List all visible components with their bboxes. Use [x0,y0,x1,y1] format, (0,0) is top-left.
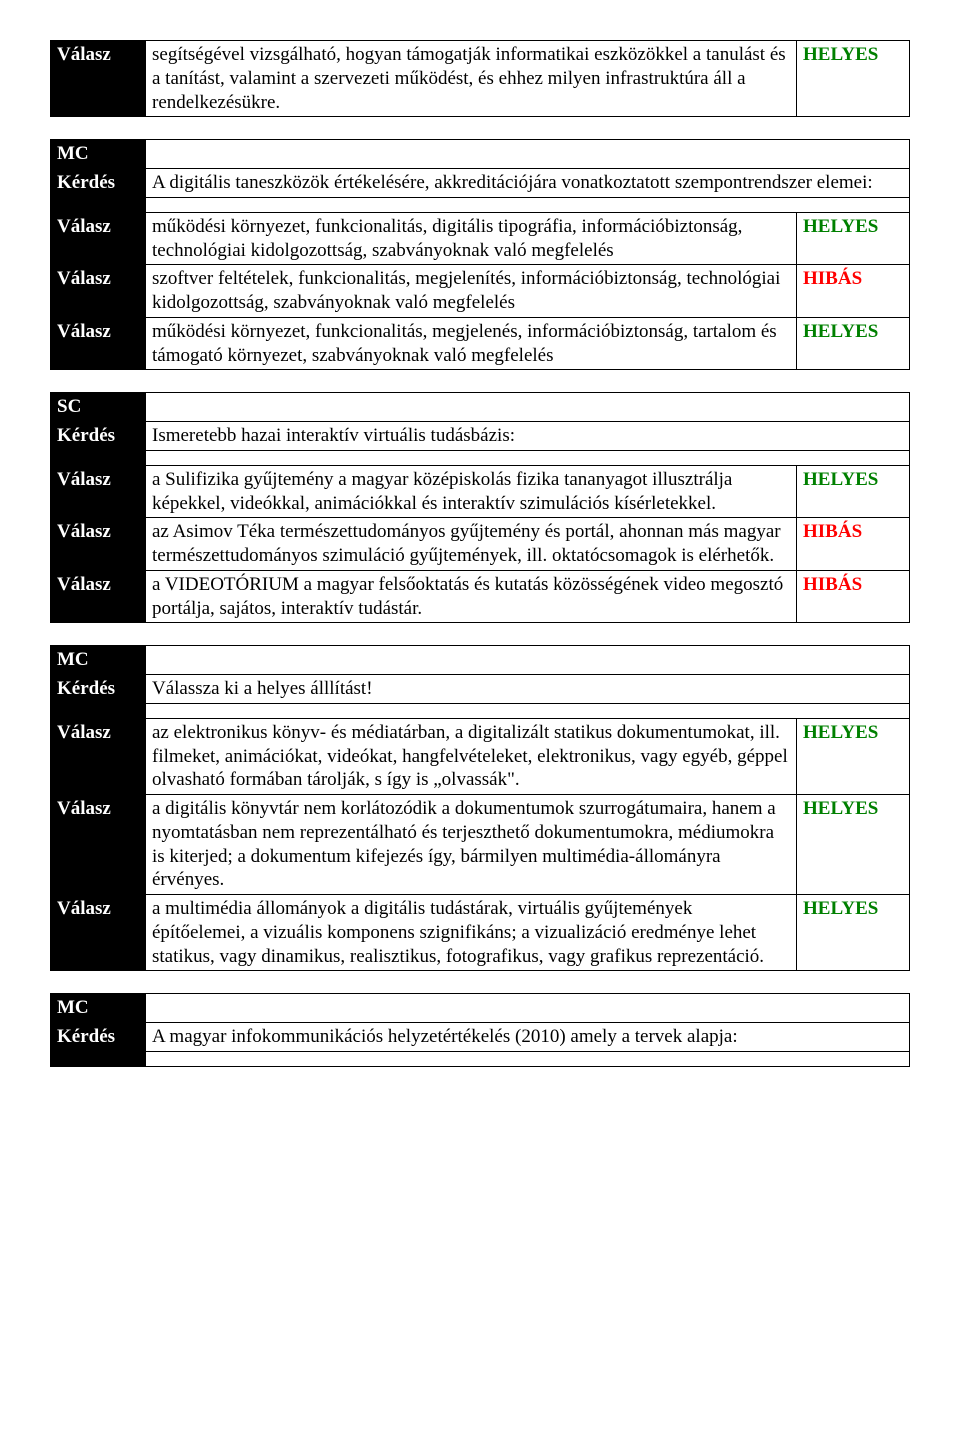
answer-text: az elektronikus könyv- és médiatárban, a… [146,718,797,794]
answer-status: HELYES [797,317,910,370]
question-type: MC [51,140,146,169]
answer-status: HELYES [797,212,910,265]
answer-row: Válasz a digitális könyvtár nem korlátoz… [51,795,910,895]
question-row: Kérdés A digitális taneszközök értékelés… [51,169,910,198]
answer-row: Válasz működési környezet, funkcionalitá… [51,212,910,265]
question-row: Kérdés Válassza ki a helyes álllítást! [51,675,910,704]
row-label-valasz: Válasz [51,212,146,265]
question-row: Kérdés Ismeretebb hazai interaktív virtu… [51,422,910,451]
answer-row: Válasz az elektronikus könyv- és médiatá… [51,718,910,794]
answer-row: Válasz szoftver feltételek, funkcionalit… [51,265,910,318]
row-label-valasz: Válasz [51,895,146,971]
answer-status: HELYES [797,795,910,895]
answer-text: a Sulifizika gyűjtemény a magyar középis… [146,465,797,518]
row-label-kerdes: Kérdés [51,675,146,704]
question-text: Válassza ki a helyes álllítást! [146,675,910,704]
answer-text: szoftver feltételek, funkcionalitás, meg… [146,265,797,318]
answer-text: segítségével vizsgálható, hogyan támogat… [146,41,797,117]
answer-text: a digitális könyvtár nem korlátozódik a … [146,795,797,895]
answer-status: HELYES [797,465,910,518]
question-type: MC [51,646,146,675]
row-label-kerdes: Kérdés [51,422,146,451]
question-text: A digitális taneszközök értékelésére, ak… [146,169,910,198]
answer-status: HIBÁS [797,570,910,623]
row-label-valasz: Válasz [51,518,146,571]
qa-block-4: MC Kérdés A magyar infokommunikációs hel… [50,993,910,1067]
answer-row: Válasz a Sulifizika gyűjtemény a magyar … [51,465,910,518]
row-label-kerdes: Kérdés [51,1023,146,1052]
qa-block-0: Válasz segítségével vizsgálható, hogyan … [50,40,910,117]
answer-text: a VIDEOTÓRIUM a magyar felsőoktatás és k… [146,570,797,623]
answer-status: HELYES [797,718,910,794]
question-row: Kérdés A magyar infokommunikációs helyze… [51,1023,910,1052]
answer-text: az Asimov Téka természettudományos gyűjt… [146,518,797,571]
question-type: SC [51,393,146,422]
row-label-valasz: Válasz [51,570,146,623]
qa-block-1: MC Kérdés A digitális taneszközök értéke… [50,139,910,370]
answer-text: működési környezet, funkcionalitás, digi… [146,212,797,265]
answer-row: Válasz segítségével vizsgálható, hogyan … [51,41,910,117]
qa-block-3: MC Kérdés Válassza ki a helyes álllítást… [50,645,910,971]
question-text: Ismeretebb hazai interaktív virtuális tu… [146,422,910,451]
answer-text: a multimédia állományok a digitális tudá… [146,895,797,971]
row-label-valasz: Válasz [51,41,146,117]
answer-status: HELYES [797,895,910,971]
row-label-valasz: Válasz [51,718,146,794]
answer-status: HIBÁS [797,518,910,571]
answer-row: Válasz a VIDEOTÓRIUM a magyar felsőoktat… [51,570,910,623]
question-text: A magyar infokommunikációs helyzetértéke… [146,1023,910,1052]
qa-block-2: SC Kérdés Ismeretebb hazai interaktív vi… [50,392,910,623]
answer-row: Válasz az Asimov Téka természettudományo… [51,518,910,571]
row-label-valasz: Válasz [51,795,146,895]
answer-status: HELYES [797,41,910,117]
answer-row: Válasz a multimédia állományok a digitál… [51,895,910,971]
question-type: MC [51,994,146,1023]
row-label-valasz: Válasz [51,265,146,318]
answer-row: Válasz működési környezet, funkcionalitá… [51,317,910,370]
answer-text: működési környezet, funkcionalitás, megj… [146,317,797,370]
answer-status: HIBÁS [797,265,910,318]
row-label-valasz: Válasz [51,465,146,518]
row-label-valasz: Válasz [51,317,146,370]
row-label-kerdes: Kérdés [51,169,146,198]
